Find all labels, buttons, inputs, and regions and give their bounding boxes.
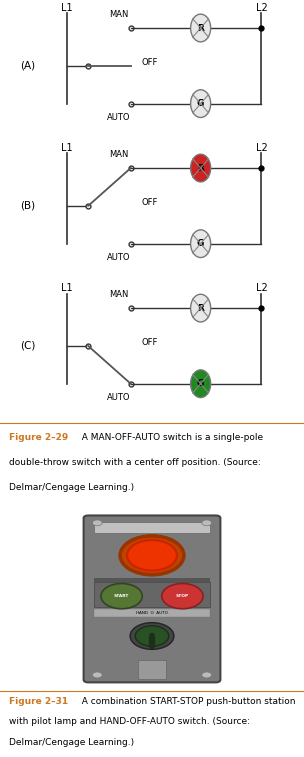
Text: L2: L2 (256, 3, 267, 14)
Circle shape (191, 154, 211, 182)
Text: G: G (197, 99, 204, 108)
Circle shape (92, 672, 102, 678)
Circle shape (130, 623, 174, 650)
Bar (94, 522, 210, 533)
Bar (138, 660, 166, 679)
Text: MAN: MAN (109, 10, 128, 19)
Circle shape (101, 584, 142, 609)
Circle shape (92, 520, 102, 526)
Text: L1: L1 (61, 3, 73, 14)
Circle shape (191, 90, 211, 117)
Text: Figure 2–29: Figure 2–29 (9, 433, 68, 441)
Bar (94, 582, 210, 607)
Text: MAN: MAN (109, 150, 128, 159)
Text: OFF: OFF (141, 58, 158, 67)
Text: (C): (C) (20, 341, 35, 351)
Text: MAN: MAN (109, 290, 128, 299)
Circle shape (191, 370, 211, 397)
Text: L2: L2 (256, 143, 267, 154)
Text: R: R (197, 23, 204, 33)
Circle shape (120, 536, 184, 575)
Text: (A): (A) (20, 61, 35, 71)
Text: HAND  O  AUTO: HAND O AUTO (136, 611, 168, 615)
Text: with pilot lamp and HAND-OFF-AUTO switch. (Source:: with pilot lamp and HAND-OFF-AUTO switch… (9, 718, 250, 727)
Text: L1: L1 (61, 143, 73, 154)
Circle shape (191, 230, 211, 257)
Circle shape (202, 520, 212, 526)
Circle shape (162, 584, 203, 609)
FancyBboxPatch shape (84, 516, 220, 682)
Text: AUTO: AUTO (107, 113, 130, 122)
Text: Figure 2–31: Figure 2–31 (9, 697, 68, 706)
Bar (94, 578, 210, 582)
Text: AUTO: AUTO (107, 253, 130, 262)
Text: G: G (197, 239, 204, 248)
Text: Delmar/Cengage Learning.): Delmar/Cengage Learning.) (9, 738, 134, 747)
Text: Delmar/Cengage Learning.): Delmar/Cengage Learning.) (9, 483, 134, 491)
Text: R: R (197, 304, 204, 313)
Text: L2: L2 (256, 283, 267, 294)
Text: A combination START-STOP push-button station: A combination START-STOP push-button sta… (76, 697, 295, 706)
Circle shape (191, 14, 211, 42)
Circle shape (202, 672, 212, 678)
Text: A MAN-OFF-AUTO switch is a single-pole: A MAN-OFF-AUTO switch is a single-pole (76, 433, 263, 441)
Text: OFF: OFF (141, 338, 158, 347)
Text: double-throw switch with a center off position. (Source:: double-throw switch with a center off po… (9, 457, 261, 466)
Text: R: R (197, 164, 204, 173)
Text: STOP: STOP (176, 594, 189, 598)
Text: OFF: OFF (141, 198, 158, 207)
Text: START: START (114, 594, 129, 598)
Circle shape (135, 626, 169, 646)
Circle shape (127, 540, 177, 571)
Circle shape (191, 294, 211, 322)
Bar (94, 609, 210, 616)
Text: G: G (197, 379, 204, 388)
Text: L1: L1 (61, 283, 73, 294)
Text: (B): (B) (20, 201, 35, 211)
Text: AUTO: AUTO (107, 393, 130, 402)
